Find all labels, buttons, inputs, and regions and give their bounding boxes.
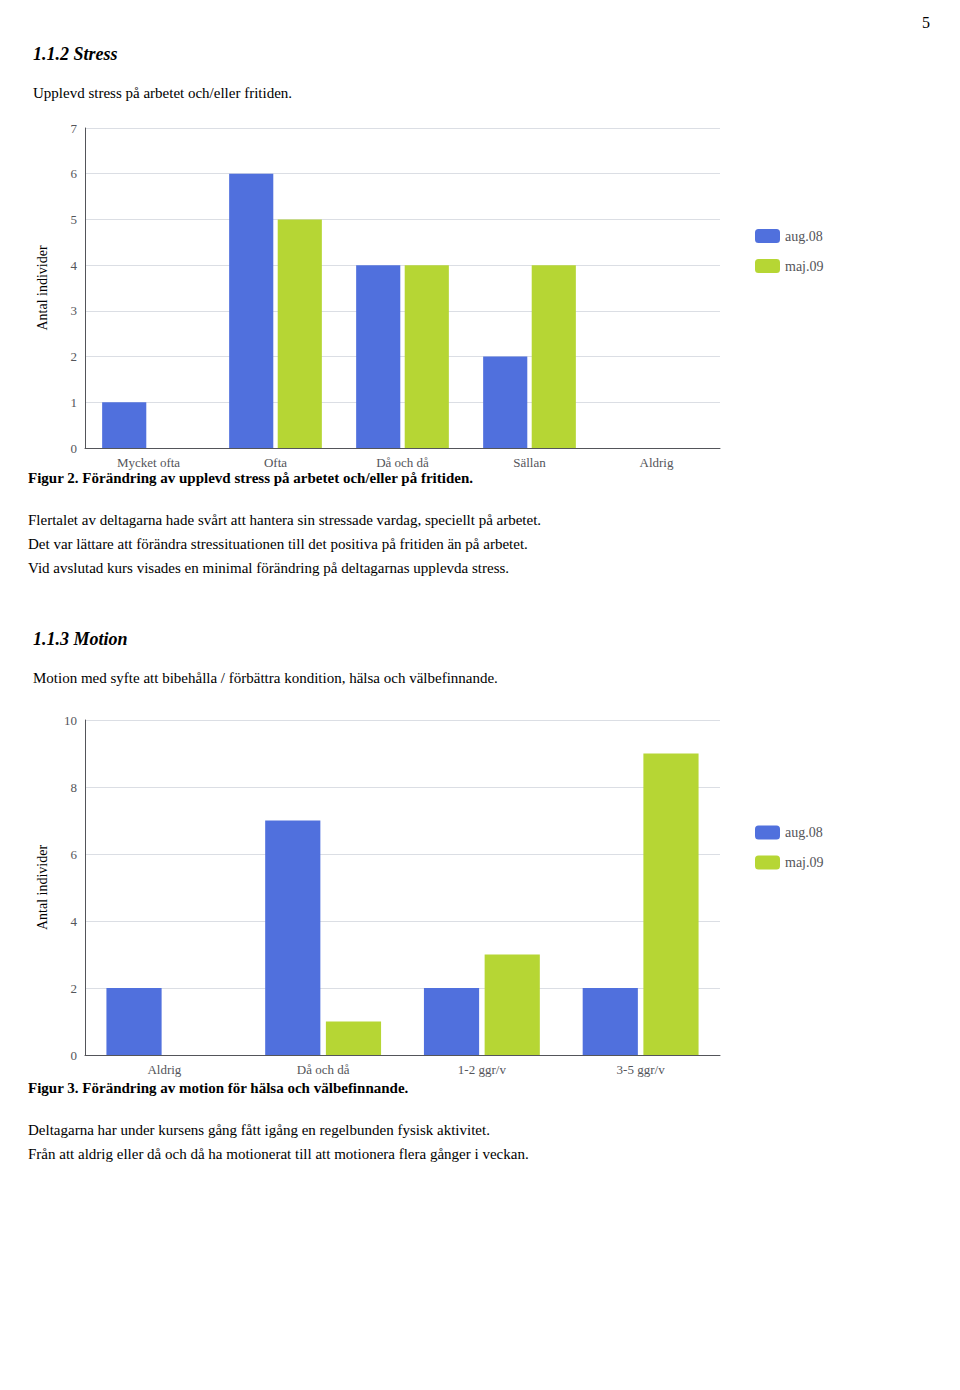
svg-text:1-2 ggr/v: 1-2 ggr/v (458, 1062, 507, 1077)
svg-text:Antal individer: Antal individer (35, 245, 50, 330)
svg-text:6: 6 (71, 166, 78, 181)
svg-text:7: 7 (71, 121, 78, 136)
svg-text:maj.09: maj.09 (785, 259, 824, 274)
svg-text:aug.08: aug.08 (785, 229, 823, 244)
svg-text:Figur 2. Förändring av upplevd: Figur 2. Förändring av upplevd stress på… (28, 470, 473, 486)
svg-text:Upplevd stress på arbetet och/: Upplevd stress på arbetet och/eller frit… (33, 85, 292, 101)
svg-text:Från att aldrig eller då och d: Från att aldrig eller då och då ha motio… (28, 1146, 529, 1162)
svg-text:4: 4 (71, 914, 78, 929)
svg-text:2: 2 (71, 349, 78, 364)
svg-text:0: 0 (71, 441, 78, 456)
svg-text:8: 8 (71, 780, 78, 795)
svg-text:10: 10 (64, 713, 77, 728)
svg-text:aug.08: aug.08 (785, 825, 823, 840)
svg-text:Sällan: Sällan (513, 455, 546, 470)
svg-text:2: 2 (71, 981, 78, 996)
svg-text:6: 6 (71, 847, 78, 862)
svg-text:Vid avslutad kurs visades en m: Vid avslutad kurs visades en minimal för… (28, 560, 509, 576)
svg-text:Figur 3. Förändring av motion: Figur 3. Förändring av motion för hälsa … (28, 1080, 409, 1096)
svg-text:Då och då: Då och då (297, 1062, 350, 1077)
svg-text:Ofta: Ofta (264, 455, 287, 470)
svg-text:Då och då: Då och då (376, 455, 429, 470)
svg-text:5: 5 (71, 212, 78, 227)
svg-text:Flertalet av deltagarna hade s: Flertalet av deltagarna hade svårt att h… (28, 512, 541, 528)
svg-text:1: 1 (71, 395, 78, 410)
svg-text:0: 0 (71, 1048, 78, 1063)
svg-text:3-5 ggr/v: 3-5 ggr/v (617, 1062, 666, 1077)
svg-text:Mycket ofta: Mycket ofta (117, 455, 180, 470)
svg-text:Motion med syfte att bibehålla: Motion med syfte att bibehålla / förbätt… (33, 670, 498, 686)
svg-text:Antal individer: Antal individer (35, 845, 50, 930)
svg-text:Aldrig: Aldrig (147, 1062, 181, 1077)
svg-text:3: 3 (71, 303, 78, 318)
svg-text:1.1.2 Stress: 1.1.2 Stress (33, 44, 118, 64)
svg-text:Det var lättare att förändra s: Det var lättare att förändra stressituat… (28, 536, 528, 552)
svg-text:5: 5 (922, 14, 930, 31)
svg-text:Deltagarna har under kursens g: Deltagarna har under kursens gång fått i… (28, 1122, 490, 1138)
svg-text:Aldrig: Aldrig (640, 455, 674, 470)
svg-text:maj.09: maj.09 (785, 855, 824, 870)
svg-text:1.1.3 Motion: 1.1.3 Motion (33, 629, 128, 649)
svg-text:4: 4 (71, 258, 78, 273)
